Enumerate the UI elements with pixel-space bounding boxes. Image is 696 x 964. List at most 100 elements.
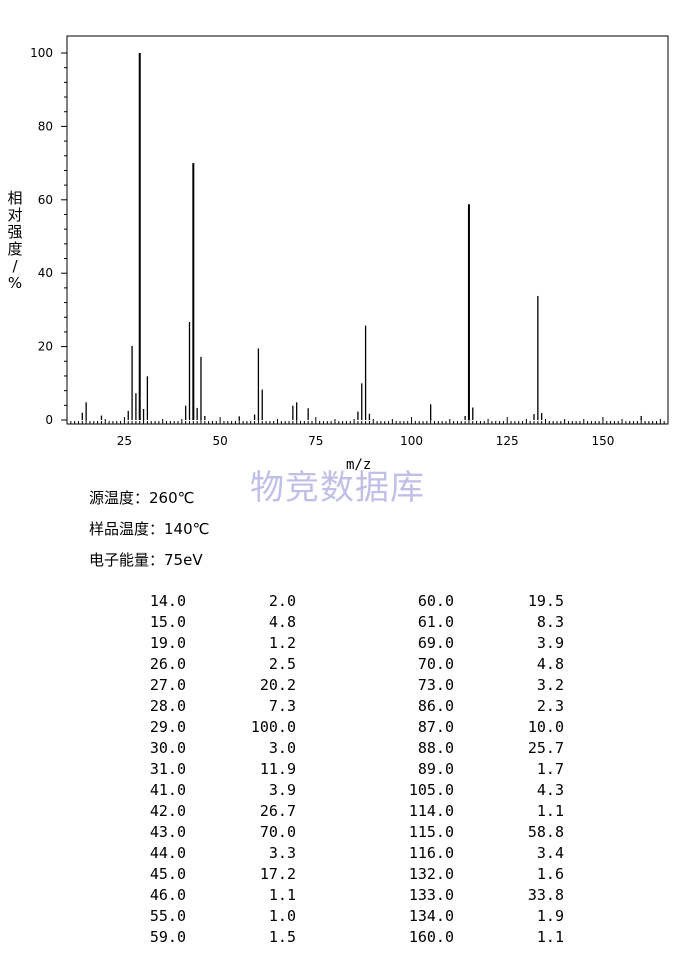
mz-cell: 60.0 [417,592,454,610]
table-row: 28.0 7.3 86.0 2.3 [120,696,580,717]
y-tick-label: 20 [38,340,53,354]
mz-cell: 160.0 [408,928,454,946]
y-tick-label: 0 [45,413,53,427]
mass-spectrum-chart: 25 50 75 100 125 150 0 20 40 60 80 100 [30,35,669,448]
mz-cell: 132.0 [408,865,454,883]
intensity-cell: 2.3 [536,697,564,715]
mz-cell: 55.0 [149,907,186,925]
intensity-cell: 10.0 [527,718,564,736]
watermark: 物竞数据库 [250,468,425,508]
table-row: 29.0 100.0 87.0 10.0 [120,717,580,738]
mz-cell: 105.0 [408,781,454,799]
mz-cell: 86.0 [417,697,454,715]
mz-cell: 31.0 [149,760,186,778]
intensity-cell: 3.3 [268,844,296,862]
x-tick-labels: 25 50 75 100 125 150 [117,434,615,448]
intensity-cell: 3.2 [536,676,564,694]
y-tick-labels: 0 20 40 60 80 100 [30,46,53,427]
mz-cell: 115.0 [408,823,454,841]
y-axis-label-char: 强 [7,223,23,241]
intensity-cell: 1.1 [536,802,564,820]
intensity-cell: 100.0 [250,718,296,736]
mz-cell: 88.0 [417,739,454,757]
intensity-cell: 1.1 [268,886,296,904]
table-row: 27.0 20.2 73.0 3.2 [120,675,580,696]
intensity-cell: 2.5 [268,655,296,673]
intensity-cell: 3.4 [536,844,564,862]
y-tick-label: 40 [38,266,53,280]
intensity-cell: 3.0 [268,739,296,757]
x-tick-label: 50 [212,434,227,448]
intensity-cell: 33.8 [527,886,564,904]
mz-cell: 14.0 [149,592,186,610]
intensity-cell: 4.8 [536,655,564,673]
mz-cell: 43.0 [149,823,186,841]
sample-temperature: 样品温度：140℃ [89,520,210,538]
intensity-cell: 1.0 [268,907,296,925]
mz-cell: 42.0 [149,802,186,820]
intensity-cell: 3.9 [268,781,296,799]
mz-cell: 28.0 [149,697,186,715]
table-row: 14.0 2.0 60.0 19.5 [120,591,580,612]
y-axis-label-char: / [12,257,18,275]
table-row: 45.0 17.2 132.0 1.6 [120,864,580,885]
mz-cell: 26.0 [149,655,186,673]
intensity-cell: 58.8 [527,823,564,841]
intensity-cell: 1.7 [536,760,564,778]
mz-cell: 45.0 [149,865,186,883]
x-tick-label: 125 [496,434,519,448]
mz-cell: 133.0 [408,886,454,904]
instrument-parameters: 源温度：260℃ 样品温度：140℃ 电子能量：75eV [89,483,209,576]
mz-cell: 87.0 [417,718,454,736]
table-row: 15.0 4.8 61.0 8.3 [120,612,580,633]
y-minor-ticks [61,52,67,421]
y-tick-label: 60 [38,193,53,207]
intensity-cell: 20.2 [259,676,296,694]
intensity-cell: 17.2 [259,865,296,883]
mz-cell: 15.0 [149,613,186,631]
table-row: 59.0 1.5 160.0 1.1 [120,927,580,948]
intensity-cell: 1.9 [536,907,564,925]
plot-frame [66,35,669,425]
y-axis-label-char: 度 [7,240,23,258]
x-axis-label: m/z [346,457,372,473]
intensity-cell: 70.0 [259,823,296,841]
intensity-cell: 3.9 [536,634,564,652]
x-minor-ticks [66,417,669,424]
intensity-cell: 8.3 [536,613,564,631]
intensity-cell: 4.8 [268,613,296,631]
mz-cell: 70.0 [417,655,454,673]
table-row: 31.0 11.9 89.0 1.7 [120,759,580,780]
mz-cell: 69.0 [417,634,454,652]
mz-cell: 41.0 [149,781,186,799]
intensity-cell: 4.3 [536,781,564,799]
intensity-cell: 26.7 [259,802,296,820]
table-row: 55.0 1.0 134.0 1.9 [120,906,580,927]
x-tick-label: 25 [117,434,132,448]
mz-cell: 44.0 [149,844,186,862]
electron-energy: 电子能量：75eV [89,551,203,569]
y-axis-label-char: 相 [7,189,23,207]
intensity-cell: 19.5 [527,592,564,610]
table-row: 41.0 3.9 105.0 4.3 [120,780,580,801]
x-tick-label: 150 [591,434,614,448]
intensity-cell: 1.2 [268,634,296,652]
mz-cell: 30.0 [149,739,186,757]
mz-cell: 46.0 [149,886,186,904]
intensity-cell: 1.1 [536,928,564,946]
table-row: 46.0 1.1 133.0 33.8 [120,885,580,906]
intensity-cell: 7.3 [268,697,296,715]
table-row: 42.0 26.7 114.0 1.1 [120,801,580,822]
source-temperature: 源温度：260℃ [89,489,195,507]
mz-cell: 134.0 [408,907,454,925]
table-row: 19.0 1.2 69.0 3.9 [120,633,580,654]
intensity-cell: 2.0 [268,592,296,610]
y-tick-label: 80 [38,119,53,133]
mz-cell: 73.0 [417,676,454,694]
mz-cell: 27.0 [149,676,186,694]
x-tick-label: 75 [308,434,323,448]
mz-cell: 61.0 [417,613,454,631]
x-tick-label: 100 [400,434,423,448]
mz-cell: 19.0 [149,634,186,652]
y-tick-label: 100 [30,46,53,60]
